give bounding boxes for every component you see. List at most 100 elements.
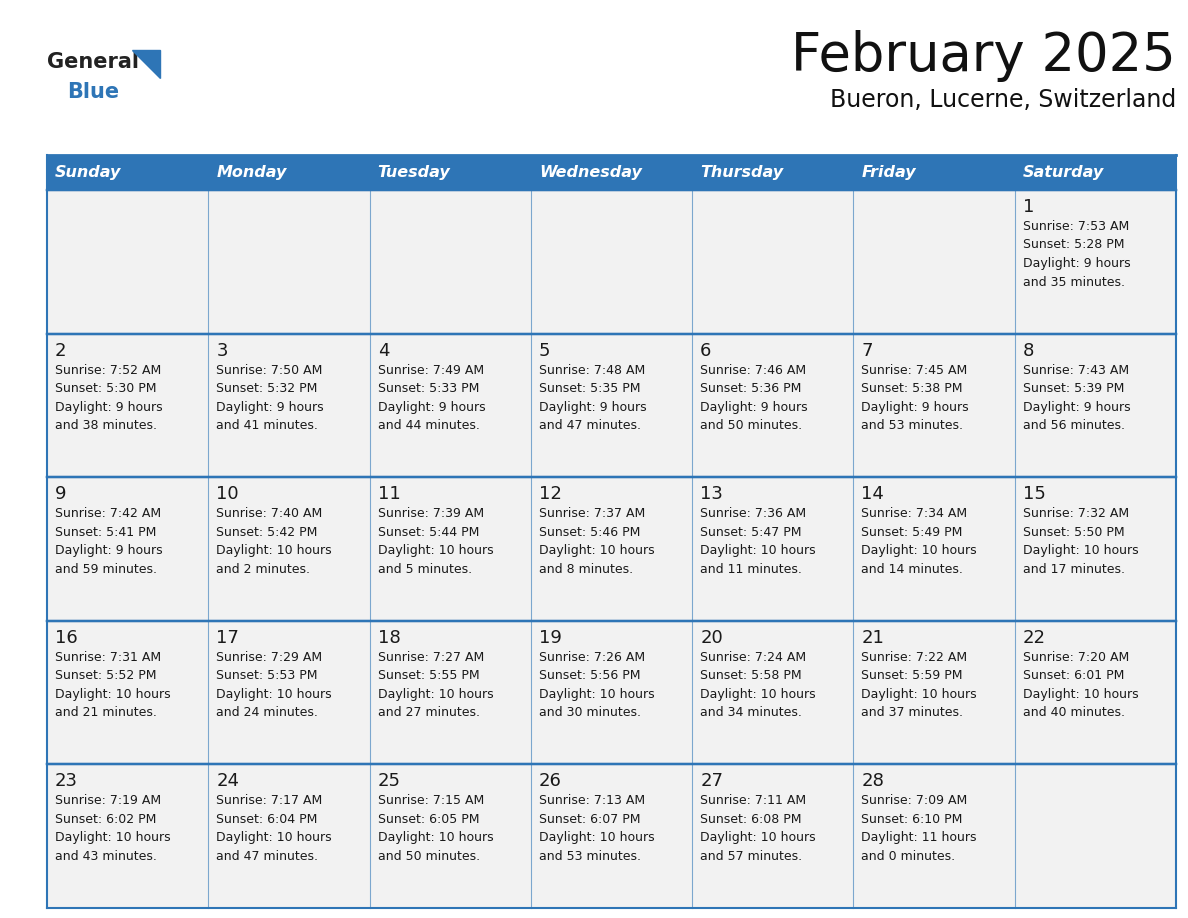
Bar bbox=[531, 333, 693, 477]
Bar bbox=[853, 765, 1015, 908]
Text: 1: 1 bbox=[1023, 198, 1034, 216]
Text: Sunrise: 7:43 AM
Sunset: 5:39 PM
Daylight: 9 hours
and 56 minutes.: Sunrise: 7:43 AM Sunset: 5:39 PM Dayligh… bbox=[1023, 364, 1130, 432]
Bar bbox=[531, 765, 693, 908]
Text: 28: 28 bbox=[861, 772, 884, 790]
Text: Tuesday: Tuesday bbox=[378, 165, 450, 180]
Bar bbox=[693, 333, 853, 477]
Text: Saturday: Saturday bbox=[1023, 165, 1104, 180]
Bar bbox=[693, 621, 853, 765]
Bar bbox=[531, 621, 693, 765]
Text: 13: 13 bbox=[700, 486, 723, 503]
Text: 15: 15 bbox=[1023, 486, 1045, 503]
Bar bbox=[48, 190, 208, 333]
Text: 20: 20 bbox=[700, 629, 722, 647]
Text: Sunrise: 7:31 AM
Sunset: 5:52 PM
Daylight: 10 hours
and 21 minutes.: Sunrise: 7:31 AM Sunset: 5:52 PM Dayligh… bbox=[55, 651, 171, 720]
Bar bbox=[208, 333, 369, 477]
Bar bbox=[369, 333, 531, 477]
Text: 25: 25 bbox=[378, 772, 400, 790]
Text: Sunrise: 7:17 AM
Sunset: 6:04 PM
Daylight: 10 hours
and 47 minutes.: Sunrise: 7:17 AM Sunset: 6:04 PM Dayligh… bbox=[216, 794, 331, 863]
Text: Sunrise: 7:50 AM
Sunset: 5:32 PM
Daylight: 9 hours
and 41 minutes.: Sunrise: 7:50 AM Sunset: 5:32 PM Dayligh… bbox=[216, 364, 324, 432]
Text: Sunrise: 7:42 AM
Sunset: 5:41 PM
Daylight: 9 hours
and 59 minutes.: Sunrise: 7:42 AM Sunset: 5:41 PM Dayligh… bbox=[55, 508, 163, 576]
Text: Sunrise: 7:34 AM
Sunset: 5:49 PM
Daylight: 10 hours
and 14 minutes.: Sunrise: 7:34 AM Sunset: 5:49 PM Dayligh… bbox=[861, 508, 977, 576]
Bar bbox=[208, 190, 369, 333]
Text: 11: 11 bbox=[378, 486, 400, 503]
Bar bbox=[693, 190, 853, 333]
Bar bbox=[48, 333, 208, 477]
Text: Blue: Blue bbox=[67, 82, 119, 102]
Text: Sunrise: 7:37 AM
Sunset: 5:46 PM
Daylight: 10 hours
and 8 minutes.: Sunrise: 7:37 AM Sunset: 5:46 PM Dayligh… bbox=[539, 508, 655, 576]
Text: 19: 19 bbox=[539, 629, 562, 647]
Bar bbox=[369, 621, 531, 765]
Text: February 2025: February 2025 bbox=[791, 30, 1176, 82]
Text: 24: 24 bbox=[216, 772, 239, 790]
Text: 21: 21 bbox=[861, 629, 884, 647]
Text: 5: 5 bbox=[539, 341, 550, 360]
Text: 17: 17 bbox=[216, 629, 239, 647]
Bar bbox=[1015, 333, 1176, 477]
Text: 23: 23 bbox=[55, 772, 78, 790]
Bar bbox=[1015, 621, 1176, 765]
Text: Sunrise: 7:11 AM
Sunset: 6:08 PM
Daylight: 10 hours
and 57 minutes.: Sunrise: 7:11 AM Sunset: 6:08 PM Dayligh… bbox=[700, 794, 816, 863]
Bar bbox=[208, 621, 369, 765]
Text: General: General bbox=[48, 52, 139, 72]
Bar bbox=[48, 477, 208, 621]
Bar bbox=[48, 765, 208, 908]
Bar bbox=[1015, 477, 1176, 621]
Bar bbox=[1015, 765, 1176, 908]
Text: 10: 10 bbox=[216, 486, 239, 503]
Text: 22: 22 bbox=[1023, 629, 1045, 647]
Text: Sunrise: 7:13 AM
Sunset: 6:07 PM
Daylight: 10 hours
and 53 minutes.: Sunrise: 7:13 AM Sunset: 6:07 PM Dayligh… bbox=[539, 794, 655, 863]
Text: Friday: Friday bbox=[861, 165, 916, 180]
Text: 27: 27 bbox=[700, 772, 723, 790]
Text: Sunrise: 7:24 AM
Sunset: 5:58 PM
Daylight: 10 hours
and 34 minutes.: Sunrise: 7:24 AM Sunset: 5:58 PM Dayligh… bbox=[700, 651, 816, 720]
Text: Sunrise: 7:26 AM
Sunset: 5:56 PM
Daylight: 10 hours
and 30 minutes.: Sunrise: 7:26 AM Sunset: 5:56 PM Dayligh… bbox=[539, 651, 655, 720]
Text: Sunrise: 7:48 AM
Sunset: 5:35 PM
Daylight: 9 hours
and 47 minutes.: Sunrise: 7:48 AM Sunset: 5:35 PM Dayligh… bbox=[539, 364, 646, 432]
Bar bbox=[369, 190, 531, 333]
Text: Monday: Monday bbox=[216, 165, 286, 180]
Bar bbox=[48, 155, 1176, 190]
Text: Sunrise: 7:40 AM
Sunset: 5:42 PM
Daylight: 10 hours
and 2 minutes.: Sunrise: 7:40 AM Sunset: 5:42 PM Dayligh… bbox=[216, 508, 331, 576]
Text: 18: 18 bbox=[378, 629, 400, 647]
Bar bbox=[693, 765, 853, 908]
Text: Sunrise: 7:19 AM
Sunset: 6:02 PM
Daylight: 10 hours
and 43 minutes.: Sunrise: 7:19 AM Sunset: 6:02 PM Dayligh… bbox=[55, 794, 171, 863]
Text: 14: 14 bbox=[861, 486, 884, 503]
Bar bbox=[208, 477, 369, 621]
Text: 12: 12 bbox=[539, 486, 562, 503]
Text: Wednesday: Wednesday bbox=[539, 165, 642, 180]
Text: Sunrise: 7:49 AM
Sunset: 5:33 PM
Daylight: 9 hours
and 44 minutes.: Sunrise: 7:49 AM Sunset: 5:33 PM Dayligh… bbox=[378, 364, 485, 432]
Text: 16: 16 bbox=[55, 629, 77, 647]
Text: 8: 8 bbox=[1023, 341, 1034, 360]
Text: Sunrise: 7:27 AM
Sunset: 5:55 PM
Daylight: 10 hours
and 27 minutes.: Sunrise: 7:27 AM Sunset: 5:55 PM Dayligh… bbox=[378, 651, 493, 720]
Polygon shape bbox=[132, 50, 160, 78]
Bar bbox=[853, 190, 1015, 333]
Text: Sunrise: 7:45 AM
Sunset: 5:38 PM
Daylight: 9 hours
and 53 minutes.: Sunrise: 7:45 AM Sunset: 5:38 PM Dayligh… bbox=[861, 364, 969, 432]
Text: Sunday: Sunday bbox=[55, 165, 121, 180]
Text: 2: 2 bbox=[55, 341, 67, 360]
Bar bbox=[208, 765, 369, 908]
Text: Sunrise: 7:36 AM
Sunset: 5:47 PM
Daylight: 10 hours
and 11 minutes.: Sunrise: 7:36 AM Sunset: 5:47 PM Dayligh… bbox=[700, 508, 816, 576]
Bar bbox=[48, 621, 208, 765]
Text: Sunrise: 7:39 AM
Sunset: 5:44 PM
Daylight: 10 hours
and 5 minutes.: Sunrise: 7:39 AM Sunset: 5:44 PM Dayligh… bbox=[378, 508, 493, 576]
Text: Sunrise: 7:15 AM
Sunset: 6:05 PM
Daylight: 10 hours
and 50 minutes.: Sunrise: 7:15 AM Sunset: 6:05 PM Dayligh… bbox=[378, 794, 493, 863]
Text: Sunrise: 7:20 AM
Sunset: 6:01 PM
Daylight: 10 hours
and 40 minutes.: Sunrise: 7:20 AM Sunset: 6:01 PM Dayligh… bbox=[1023, 651, 1138, 720]
Text: Thursday: Thursday bbox=[700, 165, 783, 180]
Bar bbox=[853, 333, 1015, 477]
Text: 7: 7 bbox=[861, 341, 873, 360]
Text: 9: 9 bbox=[55, 486, 67, 503]
Bar bbox=[853, 477, 1015, 621]
Text: Bueron, Lucerne, Switzerland: Bueron, Lucerne, Switzerland bbox=[829, 88, 1176, 112]
Bar bbox=[369, 765, 531, 908]
Text: 26: 26 bbox=[539, 772, 562, 790]
Bar bbox=[531, 190, 693, 333]
Text: 6: 6 bbox=[700, 341, 712, 360]
Text: Sunrise: 7:22 AM
Sunset: 5:59 PM
Daylight: 10 hours
and 37 minutes.: Sunrise: 7:22 AM Sunset: 5:59 PM Dayligh… bbox=[861, 651, 977, 720]
Text: Sunrise: 7:29 AM
Sunset: 5:53 PM
Daylight: 10 hours
and 24 minutes.: Sunrise: 7:29 AM Sunset: 5:53 PM Dayligh… bbox=[216, 651, 331, 720]
Bar bbox=[531, 477, 693, 621]
Bar bbox=[693, 477, 853, 621]
Text: 4: 4 bbox=[378, 341, 390, 360]
Text: Sunrise: 7:32 AM
Sunset: 5:50 PM
Daylight: 10 hours
and 17 minutes.: Sunrise: 7:32 AM Sunset: 5:50 PM Dayligh… bbox=[1023, 508, 1138, 576]
Text: Sunrise: 7:52 AM
Sunset: 5:30 PM
Daylight: 9 hours
and 38 minutes.: Sunrise: 7:52 AM Sunset: 5:30 PM Dayligh… bbox=[55, 364, 163, 432]
Bar bbox=[369, 477, 531, 621]
Text: Sunrise: 7:53 AM
Sunset: 5:28 PM
Daylight: 9 hours
and 35 minutes.: Sunrise: 7:53 AM Sunset: 5:28 PM Dayligh… bbox=[1023, 220, 1130, 288]
Text: 3: 3 bbox=[216, 341, 228, 360]
